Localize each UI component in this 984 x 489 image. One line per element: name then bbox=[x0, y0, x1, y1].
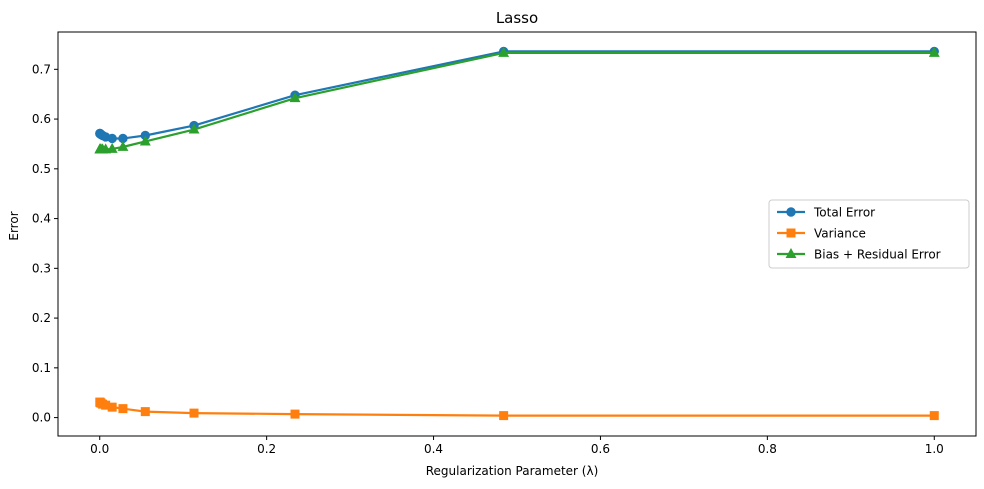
legend-label: Total Error bbox=[813, 206, 875, 220]
y-axis-label: Error bbox=[7, 211, 21, 240]
data-point bbox=[290, 409, 300, 419]
x-axis-label: Regularization Parameter (λ) bbox=[426, 464, 599, 478]
axes: 0.0 0.2 0.4 0.6 0.8 1.0 0.0 0.1 0.2 0.3 0.4 0.5 0.6 0… bbox=[32, 31, 977, 456]
data-point bbox=[928, 46, 940, 57]
legend-marker bbox=[786, 207, 796, 217]
data-point bbox=[107, 133, 117, 144]
plot-frame bbox=[57, 31, 977, 437]
y-tick-label: 0.3 bbox=[32, 261, 51, 275]
data-point bbox=[499, 411, 509, 421]
legend-box bbox=[768, 199, 970, 269]
data-point bbox=[289, 92, 301, 103]
series-bias-residual-error bbox=[94, 46, 940, 154]
legend-item: Bias + Residual Error bbox=[777, 248, 941, 262]
x-tick-label: 0.4 bbox=[424, 442, 443, 456]
y-tick-label: 0.4 bbox=[32, 212, 51, 226]
data-point bbox=[188, 123, 200, 134]
y-tick-label: 0.5 bbox=[32, 162, 51, 176]
x-tick-label: 0.0 bbox=[90, 442, 109, 456]
y-tick-label: 0.0 bbox=[32, 411, 51, 425]
data-point bbox=[117, 140, 129, 151]
y-tick-label: 0.2 bbox=[32, 311, 51, 325]
data-point bbox=[929, 411, 939, 421]
data-point bbox=[106, 142, 118, 153]
y-tick-label: 0.6 bbox=[32, 112, 51, 126]
data-point bbox=[139, 135, 151, 146]
legend-marker bbox=[785, 247, 797, 258]
legend-item: Total Error bbox=[777, 206, 875, 220]
series-variance bbox=[95, 397, 939, 421]
legend: Total Error Variance Bias + Residual Error bbox=[768, 199, 970, 269]
data-point bbox=[118, 404, 128, 414]
data-point bbox=[189, 408, 199, 418]
x-tick-label: 0.2 bbox=[257, 442, 276, 456]
x-tick-label: 0.6 bbox=[591, 442, 610, 456]
legend-item: Variance bbox=[777, 227, 866, 241]
legend-marker bbox=[786, 228, 796, 238]
data-point bbox=[498, 46, 510, 57]
x-tick-label: 1.0 bbox=[925, 442, 944, 456]
y-tick-label: 0.1 bbox=[32, 361, 51, 375]
data-point bbox=[107, 402, 117, 412]
legend-label: Bias + Residual Error bbox=[814, 248, 941, 262]
chart-title: Lasso bbox=[496, 9, 538, 27]
data-point bbox=[140, 407, 150, 417]
plot-area bbox=[94, 46, 940, 421]
x-tick-label: 0.8 bbox=[758, 442, 777, 456]
legend-label: Variance bbox=[814, 227, 866, 241]
y-tick-label: 0.7 bbox=[32, 62, 51, 76]
